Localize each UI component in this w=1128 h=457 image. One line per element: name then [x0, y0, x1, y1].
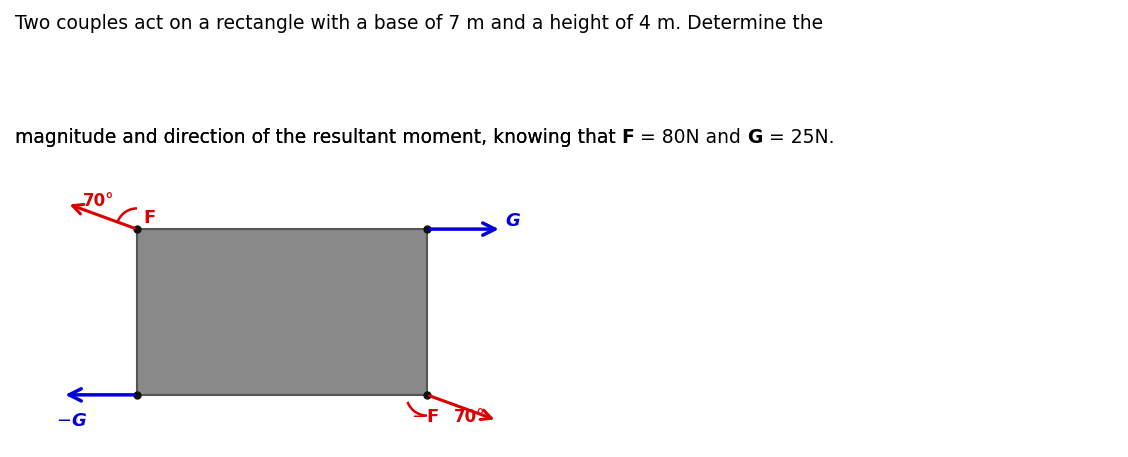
Text: $-$F: $-$F: [411, 408, 439, 426]
Text: Two couples act on a rectangle with a base of 7 m and a height of 4 m. Determine: Two couples act on a rectangle with a ba…: [15, 14, 822, 33]
Text: 70°: 70°: [453, 408, 485, 426]
Text: = 25N.: = 25N.: [763, 128, 834, 147]
Text: F: F: [622, 128, 634, 147]
Text: = 80N and: = 80N and: [634, 128, 747, 147]
Text: G: G: [505, 212, 520, 230]
Text: magnitude and direction of the resultant moment, knowing that: magnitude and direction of the resultant…: [15, 128, 622, 147]
Polygon shape: [136, 229, 428, 395]
Text: G: G: [747, 128, 763, 147]
Text: $-$G: $-$G: [56, 412, 87, 430]
Text: 70°: 70°: [83, 192, 115, 210]
Text: F: F: [143, 209, 156, 227]
Text: magnitude and direction of the resultant moment, knowing that: magnitude and direction of the resultant…: [15, 128, 622, 147]
